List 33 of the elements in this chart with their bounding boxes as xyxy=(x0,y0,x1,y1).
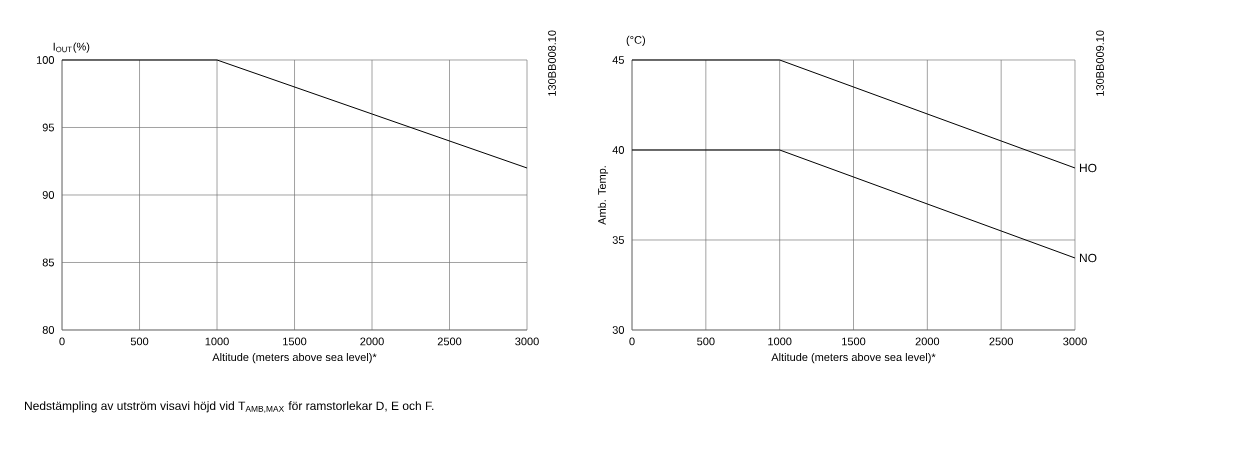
x-tick-label: 2000 xyxy=(360,337,384,346)
y-tick-label: 100 xyxy=(36,56,55,64)
y-axis-title: Amb. Temp. xyxy=(597,166,609,225)
y-tick-label: 85 xyxy=(42,258,54,267)
text: Nedstämpling av utström visavi höjd vid T$_{AMB,MAX}$ för ramstorlekar D, E och F. xyxy=(25,401,434,413)
y-tick-label: 95 xyxy=(42,123,54,132)
y-tick-label: 90 xyxy=(42,191,55,199)
text: 130BB008.10 xyxy=(548,30,556,96)
x-tick-label: 1500 xyxy=(842,337,866,346)
x-tick-label: 1000 xyxy=(768,337,792,346)
x-tick-label: 0 xyxy=(629,337,635,346)
y-tick-label: 30 xyxy=(612,326,625,334)
x-tick-label: 1500 xyxy=(283,337,307,346)
x-axis-title: Altitude (meters above sea level)* xyxy=(771,352,936,364)
y-tick-label: 35 xyxy=(612,236,624,244)
x-tick-label: 500 xyxy=(130,337,149,346)
series-label: HO xyxy=(1079,163,1097,173)
x-axis-title: Altitude (meters above sea level)* xyxy=(212,352,377,364)
text: (°C) xyxy=(626,35,645,46)
x-tick-label: 2500 xyxy=(437,337,462,346)
y-tick-label: 45 xyxy=(612,56,624,64)
series-label: NO xyxy=(1079,253,1097,263)
x-tick-label: 3000 xyxy=(515,337,539,346)
y-tick-label: 40 xyxy=(612,146,625,154)
x-tick-label: 500 xyxy=(697,337,715,346)
x-tick-label: 3000 xyxy=(1063,337,1087,346)
x-tick-label: 0 xyxy=(59,337,65,346)
x-tick-label: 1000 xyxy=(205,337,229,346)
x-tick-label: 2500 xyxy=(989,337,1013,346)
x-tick-label: 2000 xyxy=(915,337,940,346)
text: 130BB009.10 xyxy=(1096,30,1104,96)
y-axis-title: I$_{OUT}$(%) xyxy=(53,42,90,53)
y-tick-label: 80 xyxy=(42,326,55,334)
